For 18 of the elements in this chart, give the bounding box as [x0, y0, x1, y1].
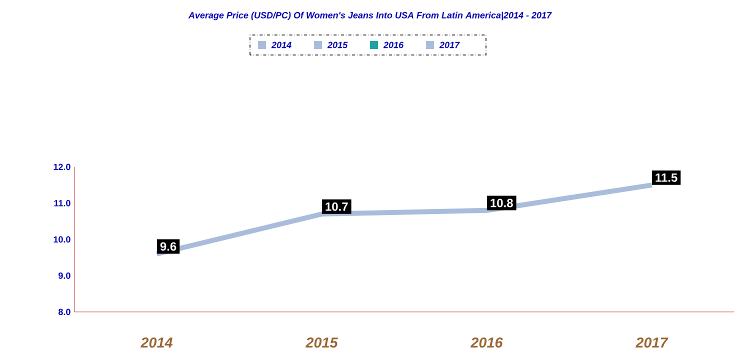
y-tick-label: 8.0: [58, 308, 70, 316]
data-label: 10.7: [326, 202, 348, 211]
y-tick-label: 11.0: [54, 200, 70, 206]
y-tick-label: 10.0: [54, 236, 70, 243]
data-label: 10.8: [490, 198, 513, 208]
x-tick-label: 2017: [636, 337, 668, 348]
x-tick-label: 2016: [470, 337, 503, 348]
chart-title: Average Price (USD/PC) Of Women's Jeans Into USA From Latin America|2014 - 2017: [188, 12, 552, 20]
x-tick-label: 2015: [306, 337, 338, 348]
x-tick-label: 2014: [140, 337, 173, 348]
data-label: 11.5: [656, 173, 678, 182]
data-label: 9.6: [160, 242, 176, 251]
category-label: 2016: [383, 42, 404, 48]
y-tick-label: 9.0: [58, 272, 70, 279]
y-tick-label: 12.0: [54, 164, 70, 170]
category-label: 2015: [327, 42, 348, 48]
category-label: 2014: [271, 42, 292, 48]
category-label: 2017: [439, 42, 460, 48]
